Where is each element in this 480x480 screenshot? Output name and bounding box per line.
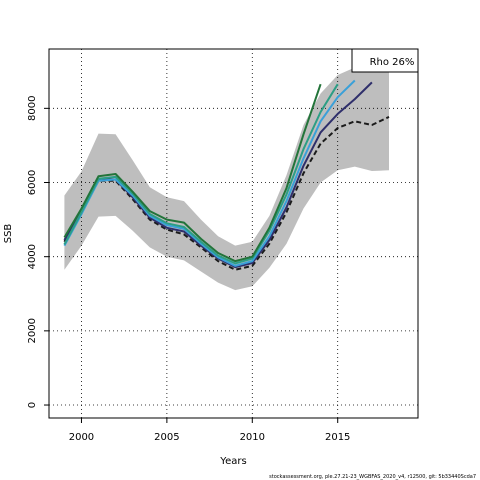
x-tick-label: 2005 [154, 432, 179, 443]
y-tick-label: 2000 [27, 318, 38, 343]
y-tick-label: 8000 [27, 96, 38, 121]
plot-frame [48, 48, 419, 419]
x-axis-label: Years [219, 456, 246, 467]
confidence-band-layer [64, 58, 390, 291]
y-axis: 0 2000 4000 6000 8000 [27, 96, 49, 408]
series-line-5 [63, 83, 322, 263]
y-tick-label: 0 [27, 402, 38, 408]
y-tick-label: 6000 [27, 170, 38, 195]
grid-layer [49, 49, 418, 418]
legend: Rho 26% [351, 48, 419, 73]
legend-rho-text: Rho 26% [370, 57, 415, 68]
series-layer [63, 79, 390, 271]
x-tick-label: 2000 [69, 432, 94, 443]
series-line-3 [63, 79, 356, 267]
x-tick-label: 2010 [240, 432, 265, 443]
footer-note: stockassessment.org, ple.27.21-23_WGBFAS… [269, 474, 476, 480]
x-axis: 2000 2005 2010 2015 [69, 418, 350, 443]
y-tick-label: 4000 [27, 244, 38, 269]
x-tick-label: 2015 [325, 432, 350, 443]
y-axis-label: SSB [3, 224, 14, 244]
series-line-4 [63, 83, 339, 265]
confidence-band [64, 58, 390, 291]
legend-box [351, 48, 419, 73]
